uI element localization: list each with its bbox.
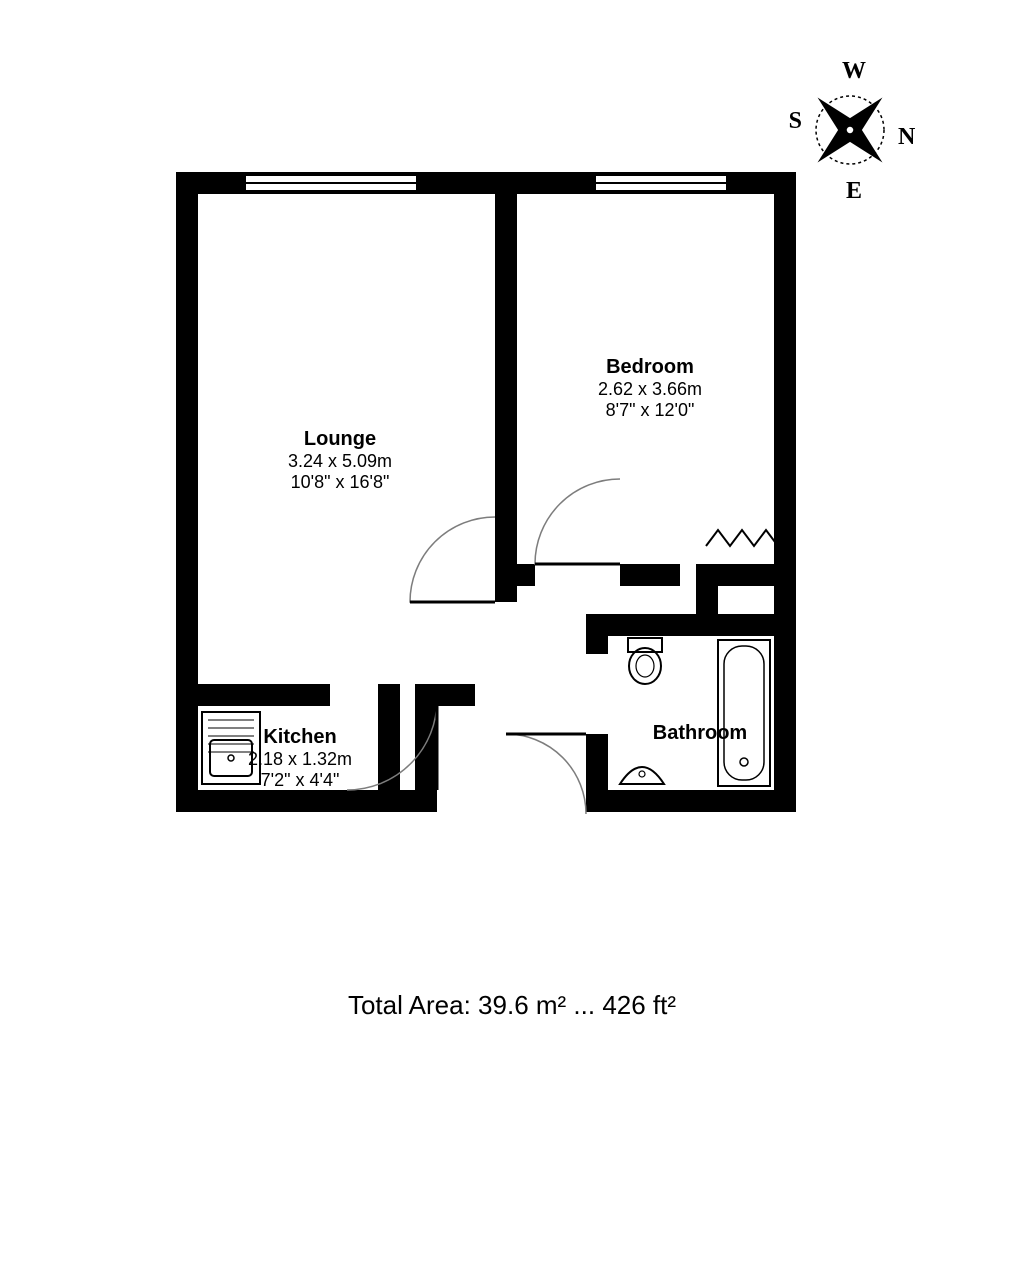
floorplan-page: WESN Lounge 3.24 x 5.09m 10'8" x 16'8" B…: [0, 0, 1024, 1280]
door-arc: [535, 479, 620, 564]
wall: [176, 172, 198, 812]
compass-icon: W E S N: [789, 58, 916, 204]
wall: [586, 734, 608, 812]
bathtub-icon: [718, 640, 770, 786]
door-arc: [506, 734, 586, 814]
compass-label: E: [846, 178, 862, 204]
wall: [415, 684, 475, 706]
wall: [774, 172, 796, 812]
wall: [495, 564, 535, 586]
toilet-icon: [628, 638, 662, 652]
wall: [620, 564, 680, 586]
sink-icon: [210, 740, 252, 776]
wall: [378, 684, 400, 812]
washbasin-icon: [620, 767, 664, 784]
compass-label: S: [789, 108, 802, 134]
wall: [586, 790, 796, 812]
door-arc: [410, 517, 495, 602]
radiator-icon: [706, 530, 778, 546]
wall: [696, 564, 718, 614]
compass-label: N: [898, 124, 916, 150]
wall: [586, 614, 608, 654]
floorplan-svg: W E S N: [0, 0, 1024, 1280]
wall: [586, 614, 796, 636]
wall: [495, 172, 517, 602]
wall: [176, 684, 330, 706]
compass-label: W: [842, 58, 866, 84]
